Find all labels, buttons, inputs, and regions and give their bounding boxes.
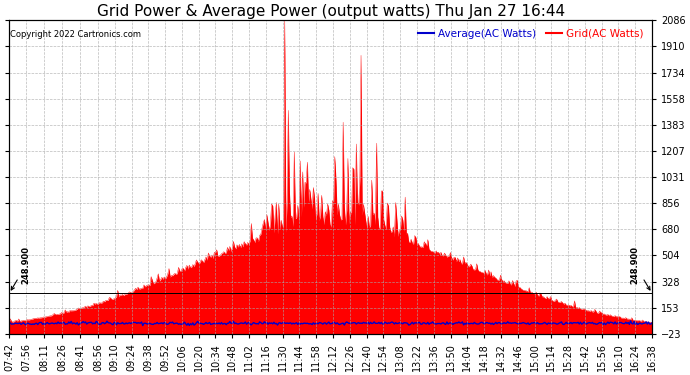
Text: 248.900: 248.900 [631,246,650,290]
Title: Grid Power & Average Power (output watts) Thu Jan 27 16:44: Grid Power & Average Power (output watts… [97,4,564,19]
Legend: Average(AC Watts), Grid(AC Watts): Average(AC Watts), Grid(AC Watts) [418,28,644,39]
Text: Copyright 2022 Cartronics.com: Copyright 2022 Cartronics.com [10,30,141,39]
Text: 248.900: 248.900 [11,246,30,290]
